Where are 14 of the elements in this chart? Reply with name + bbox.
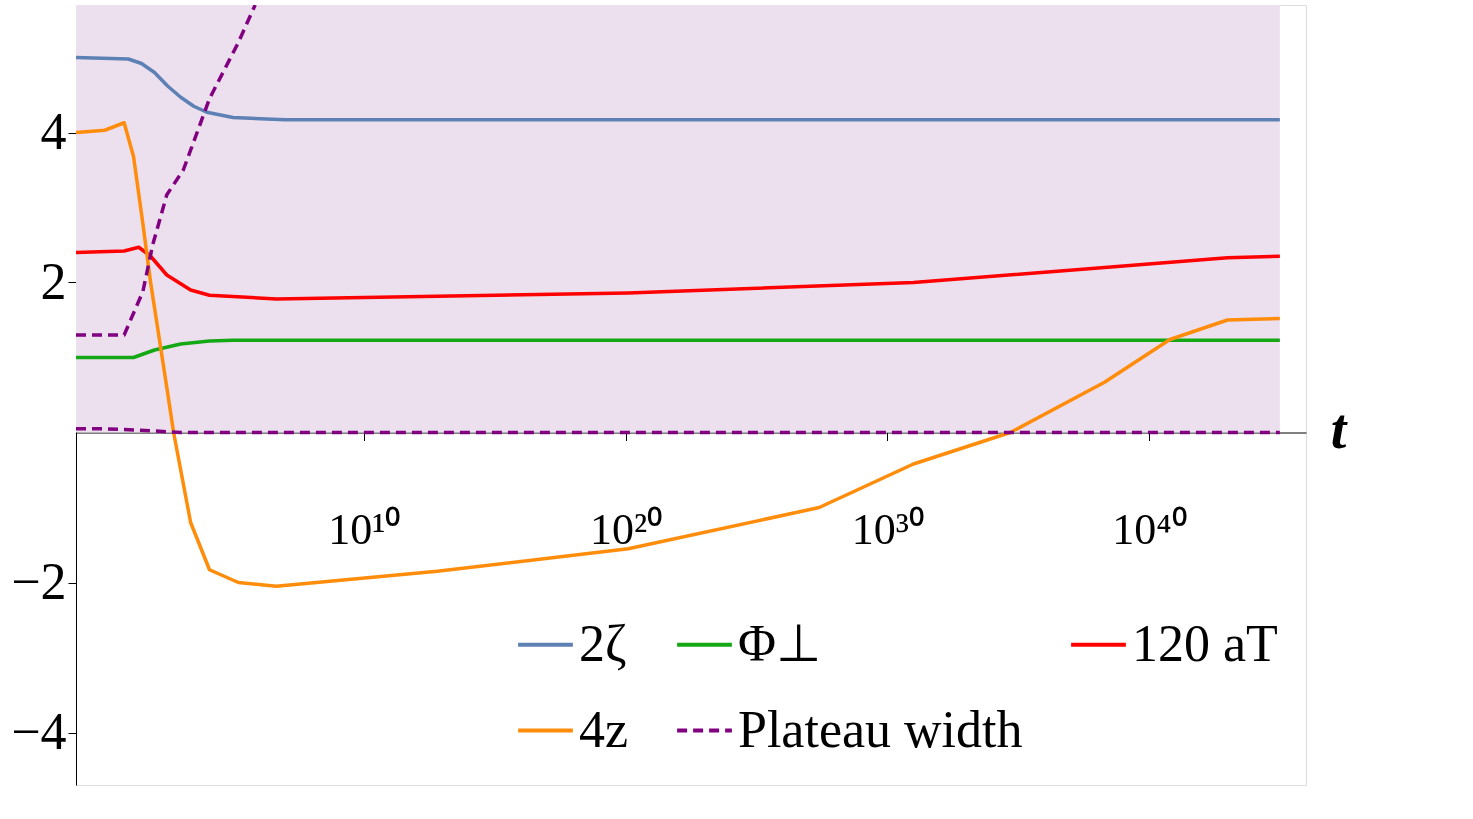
y-tick-label: 4 (40, 103, 67, 160)
legend-label: 2ζ (579, 614, 627, 672)
legend-label: 4z (579, 700, 629, 758)
x-tick-label: 10²⁰ (589, 505, 663, 554)
y-tick-label: 2 (40, 253, 67, 310)
legend-label: Plateau width (738, 700, 1023, 758)
x-tick-label: 10³⁰ (851, 505, 924, 554)
legend-label: Φ⊥ (738, 614, 822, 672)
x-tick-label: 10⁴⁰ (1112, 505, 1187, 554)
legend-label: 120 aT (1132, 614, 1278, 672)
x-axis-title: t (1330, 398, 1348, 460)
y-tick-label: −2 (11, 553, 67, 610)
y-tick-label: −4 (11, 703, 67, 760)
x-tick-label: 10¹⁰ (328, 505, 401, 554)
